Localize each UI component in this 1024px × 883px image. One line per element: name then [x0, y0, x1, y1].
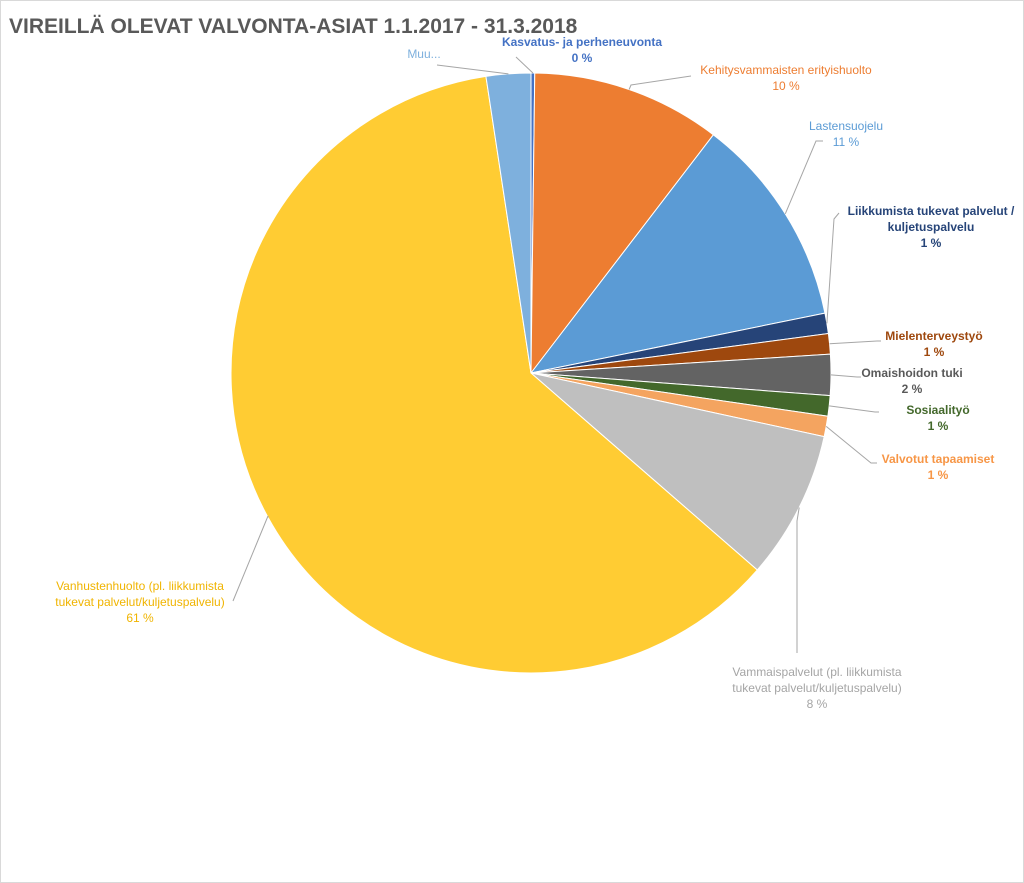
slice-label: Omaishoidon tuki 2 %	[861, 366, 962, 396]
slice-label: Lastensuojelu 11 %	[809, 119, 883, 149]
leader-line	[829, 405, 879, 413]
leader-line	[232, 515, 269, 602]
slice-label: Liikkumista tukevat palvelut / kuljetuspa…	[848, 204, 1015, 250]
leader-line	[784, 140, 823, 214]
slice-label: Kasvatus- ja perheneuvonta 0 %	[502, 35, 662, 65]
leader-line	[826, 212, 840, 324]
leader-line	[829, 340, 881, 345]
pie-slice	[529, 134, 826, 374]
slice-label: Muu...	[407, 47, 440, 61]
pie-slice	[530, 372, 825, 571]
leader-line	[796, 507, 800, 653]
slice-label: Sosiaalityö 1 %	[906, 403, 969, 433]
leader-line	[825, 426, 877, 464]
slice-label: Valvotut tapaamiset 1 %	[882, 452, 995, 482]
slice-label: Vanhustenhuolto (pl. liikkumista tukevat …	[55, 579, 224, 625]
leader-line	[628, 75, 692, 90]
slice-label: Mielenterveystyö 1 %	[885, 329, 982, 359]
leader-line	[436, 64, 509, 75]
pie-slice	[230, 75, 758, 674]
chart-title: VIREILLÄ OLEVAT VALVONTA-ASIAT 1.1.2017 …	[9, 15, 578, 38]
leader-line	[830, 374, 861, 378]
leader-line	[515, 56, 534, 74]
slice-label: Kehitysvammaisten erityishuolto 10 %	[700, 63, 872, 93]
slice-label: Vammaispalvelut (pl. liikkumista tukevat …	[732, 665, 902, 711]
